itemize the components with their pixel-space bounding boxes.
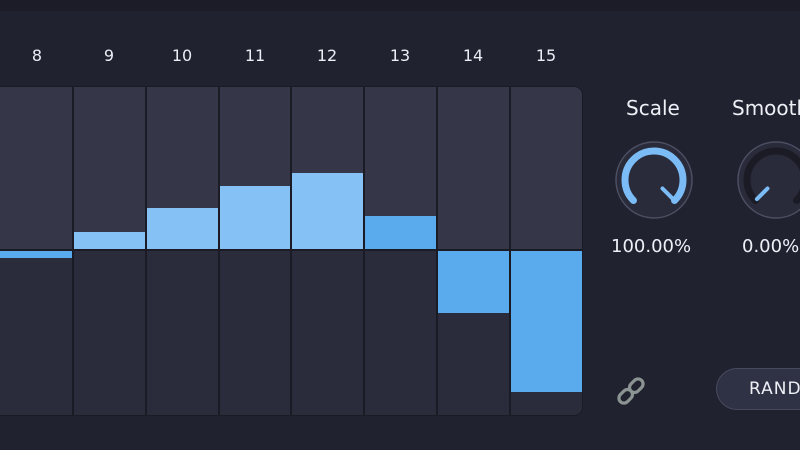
scale-knob-arc xyxy=(621,147,687,205)
link-icon[interactable] xyxy=(613,373,649,409)
scale-knob-value: 100.00% xyxy=(611,236,692,257)
smooth-knob-dial-icon xyxy=(737,141,800,219)
step-number-9: 9 xyxy=(103,46,115,65)
step-column-13[interactable] xyxy=(365,87,438,415)
step-bar-12[interactable] xyxy=(292,173,363,250)
step-column-10[interactable] xyxy=(147,87,220,415)
step-column-9[interactable] xyxy=(74,87,147,415)
step-number-12: 12 xyxy=(316,46,338,65)
step-bar-14[interactable] xyxy=(438,250,509,314)
scale-knob-dial-icon xyxy=(615,141,693,219)
step-bar-13[interactable] xyxy=(365,215,436,250)
step-number-10: 10 xyxy=(171,46,193,65)
step-number-row: 8 9 10 11 12 13 14 15 xyxy=(0,40,583,74)
smooth-knob-label: Smooth xyxy=(732,96,800,120)
step-column-12[interactable] xyxy=(292,87,365,415)
scale-knob-label: Scale xyxy=(626,96,680,120)
step-column-8[interactable] xyxy=(0,87,74,415)
step-number-8: 8 xyxy=(31,46,43,65)
step-sequencer-panel[interactable] xyxy=(0,86,583,416)
step-bar-11[interactable] xyxy=(220,186,290,250)
scale-knob-pointer xyxy=(660,186,676,202)
step-bar-10[interactable] xyxy=(147,207,218,250)
scale-knob[interactable] xyxy=(612,138,696,222)
step-number-14: 14 xyxy=(462,46,484,65)
step-column-15[interactable] xyxy=(511,87,582,415)
step-column-11[interactable] xyxy=(220,87,292,415)
smooth-knob-value: 0.00% xyxy=(742,236,800,257)
smooth-knob[interactable] xyxy=(734,138,800,222)
step-bar-15[interactable] xyxy=(511,250,582,392)
step-column-14[interactable] xyxy=(438,87,511,415)
step-bar-9[interactable] xyxy=(74,232,145,250)
random-button[interactable]: RANDOM xyxy=(716,368,800,410)
top-bar xyxy=(0,0,800,11)
step-number-13: 13 xyxy=(389,46,411,65)
smooth-knob-pointer xyxy=(754,186,770,202)
step-number-11: 11 xyxy=(244,46,266,65)
chain-link-icon xyxy=(617,377,645,405)
step-bar-8[interactable] xyxy=(0,250,72,259)
step-number-15: 15 xyxy=(535,46,557,65)
smooth-knob-track xyxy=(743,147,800,205)
